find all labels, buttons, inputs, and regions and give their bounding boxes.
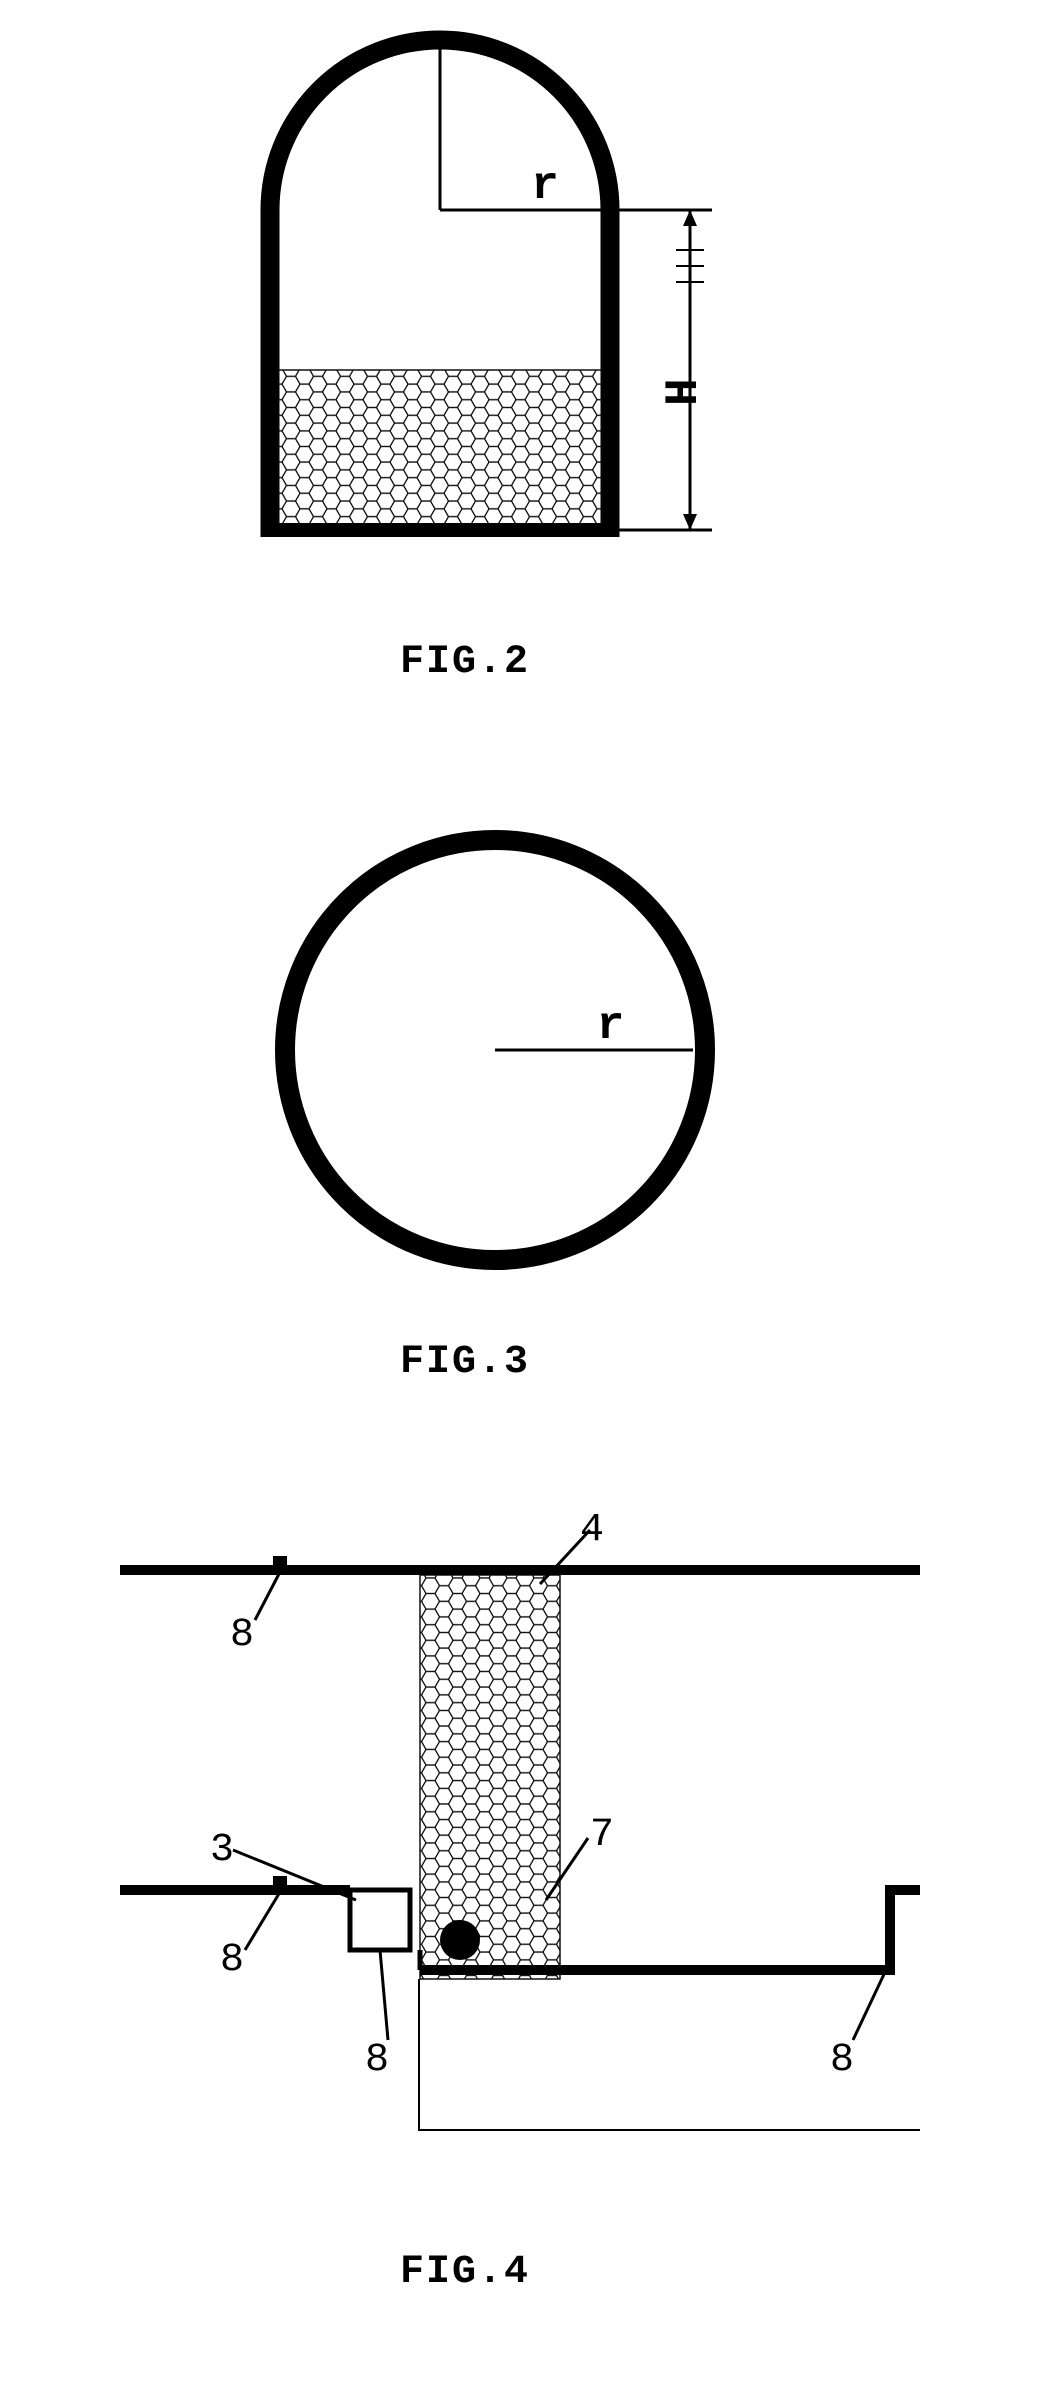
fig2-caption: FIG.2 [400,640,530,685]
fig2-honeycomb-fill [276,370,604,524]
fig4-label-8b-text: 8 [220,1938,244,1983]
fig4-diagram: 4 8 3 7 8 8 8 [120,1500,920,2220]
fig4-dot-7 [440,1920,480,1960]
fig4-label-4-text: 4 [580,1508,604,1553]
fig4-label-8d-text: 8 [830,2038,854,2083]
fig4-label-8c-leader [380,1950,388,2040]
fig3-radius-label: r [597,1000,625,1052]
fig2-diagram: rH [210,10,830,590]
fig2-height-label: H [658,378,710,406]
fig4-marker-8-mid [273,1876,287,1894]
fig4-label-8b-leader [245,1892,280,1950]
fig4-label-8a-leader [255,1572,280,1620]
fig4-label-8d-leader [853,1970,886,2040]
fig4-marker-8-top [273,1556,287,1574]
fig4-label-8a-text: 8 [230,1613,254,1658]
fig4-label-8c-text: 8 [365,2038,389,2083]
fig4-label-7-text: 7 [590,1813,614,1858]
fig2-radius-label: r [531,160,559,212]
fig4-caption: FIG.4 [400,2250,530,2295]
fig4-box-3 [350,1890,410,1950]
fig4-label-3-text: 3 [210,1828,234,1873]
page: rH FIG.2 r FIG.3 4837888 FIG.4 [0,0,1039,2392]
fig2-arrow-top [683,210,697,226]
fig4-honeycomb [420,1575,560,1979]
fig3-caption: FIG.3 [400,1340,530,1385]
fig3-diagram: r [260,800,780,1300]
fig2-arrow-bot [683,514,697,530]
